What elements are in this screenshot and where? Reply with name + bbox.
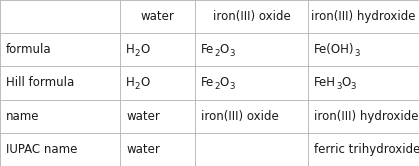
Text: FeH: FeH	[314, 77, 336, 89]
Text: 3: 3	[229, 82, 235, 91]
Text: O: O	[341, 77, 351, 89]
Text: iron(III) oxide: iron(III) oxide	[201, 110, 279, 123]
Text: H: H	[126, 43, 135, 56]
Text: 3: 3	[229, 49, 235, 58]
Text: 2: 2	[135, 49, 140, 58]
Text: 2: 2	[214, 49, 220, 58]
Text: 3: 3	[351, 82, 356, 91]
Text: iron(III) hydroxide: iron(III) hydroxide	[311, 10, 416, 23]
Text: 3: 3	[336, 82, 341, 91]
Text: IUPAC name: IUPAC name	[6, 143, 78, 156]
Text: iron(III) hydroxide: iron(III) hydroxide	[314, 110, 419, 123]
Text: name: name	[6, 110, 39, 123]
Text: water: water	[140, 10, 174, 23]
Text: O: O	[220, 43, 229, 56]
Text: 2: 2	[135, 82, 140, 91]
Text: iron(III) oxide: iron(III) oxide	[212, 10, 290, 23]
Text: formula: formula	[6, 43, 52, 56]
Text: 3: 3	[354, 49, 360, 58]
Text: water: water	[126, 143, 160, 156]
Text: Fe(OH): Fe(OH)	[314, 43, 354, 56]
Text: Fe: Fe	[201, 77, 214, 89]
Text: water: water	[126, 110, 160, 123]
Text: O: O	[140, 77, 150, 89]
Text: ferric trihydroxide: ferric trihydroxide	[314, 143, 419, 156]
Text: Fe: Fe	[201, 43, 214, 56]
Text: 2: 2	[214, 82, 220, 91]
Text: Hill formula: Hill formula	[6, 77, 74, 89]
Text: H: H	[126, 77, 135, 89]
Text: O: O	[220, 77, 229, 89]
Text: O: O	[140, 43, 150, 56]
